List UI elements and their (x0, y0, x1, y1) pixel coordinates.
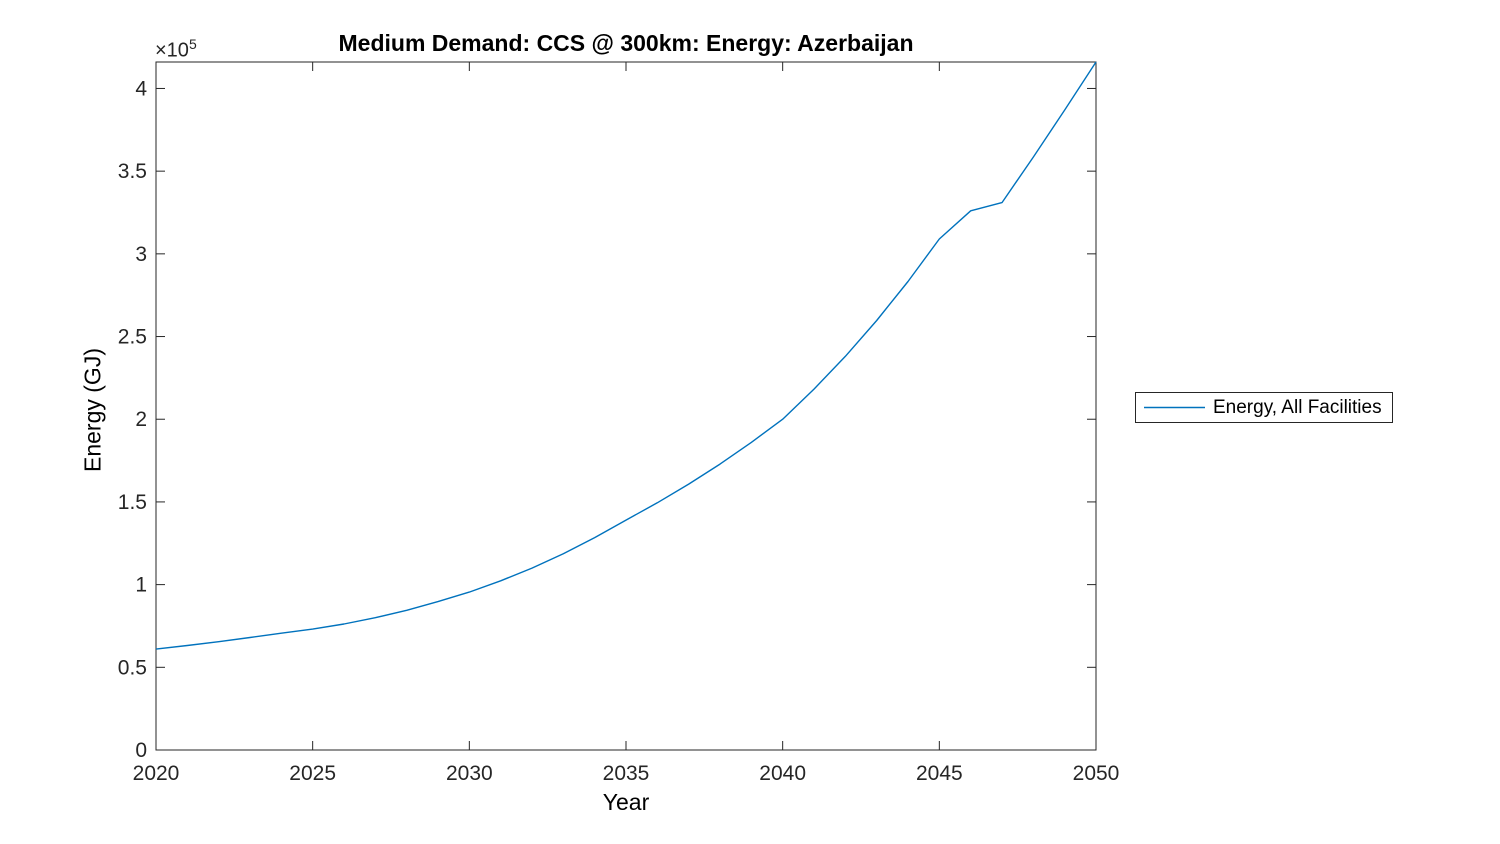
y-tick-label: 1.5 (118, 491, 147, 514)
legend-box: Energy, All Facilities (1135, 392, 1393, 423)
y-axis-exponent-multiplier: ×105 (155, 36, 197, 63)
y-tick-label: 4 (135, 77, 147, 100)
y-axis-multiplier-base: ×10 (155, 39, 189, 62)
x-tick-label: 2045 (916, 762, 963, 785)
x-tick-label: 2020 (133, 762, 180, 785)
legend-line-sample-icon (1144, 406, 1205, 409)
x-axis-label: Year (602, 789, 650, 815)
series-line-energy-all-facilities (155, 61, 1097, 650)
x-tick-label: 2030 (446, 762, 493, 785)
x-tick-label: 2050 (1073, 762, 1120, 785)
y-axis-multiplier-exponent: 5 (188, 36, 197, 52)
y-tick-label: 0.5 (118, 656, 147, 679)
y-tick-label: 1 (135, 574, 147, 597)
chart-title: Medium Demand: CCS @ 300km: Energy: Azer… (338, 30, 914, 56)
y-tick-label: 3.5 (118, 160, 147, 183)
y-tick-label: 2 (135, 408, 147, 431)
y-tick-label: 0 (135, 739, 147, 762)
x-tick-label: 2025 (289, 762, 336, 785)
y-tick-label: 2.5 (118, 326, 147, 349)
y-tick-label: 3 (135, 243, 147, 266)
axes-box (155, 61, 1097, 751)
x-tick-label: 2040 (759, 762, 806, 785)
legend-entry-label: Energy, All Facilities (1213, 396, 1382, 418)
x-tick-label: 2035 (603, 762, 650, 785)
